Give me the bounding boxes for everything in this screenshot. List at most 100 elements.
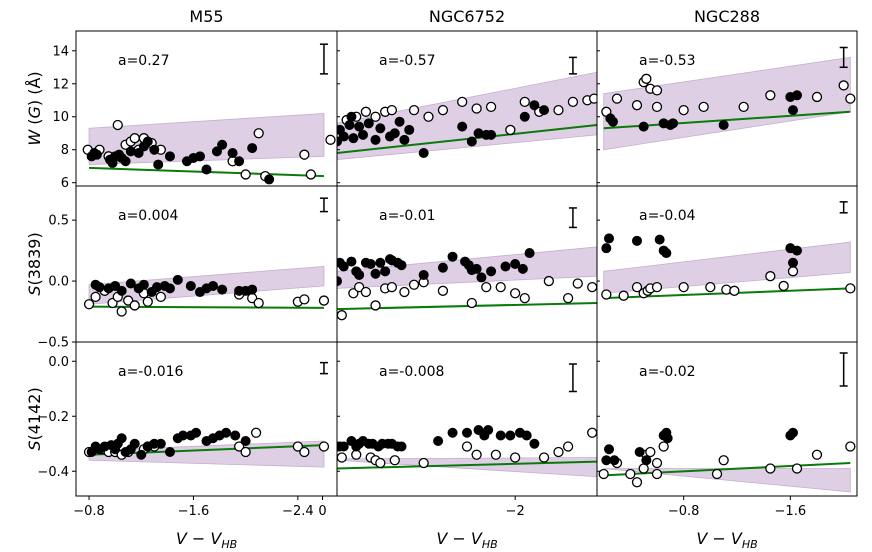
panels-layer [83, 44, 855, 492]
open-point [846, 442, 855, 451]
x-axis-label: V − VHB [176, 529, 237, 551]
open-point [564, 294, 573, 303]
filled-point [496, 431, 505, 440]
open-point [699, 102, 708, 111]
open-point [839, 81, 848, 90]
filled-point [518, 264, 527, 273]
filled-point [130, 439, 139, 448]
filled-point [487, 130, 496, 139]
open-point [506, 125, 515, 134]
open-point [520, 97, 529, 106]
filled-point [92, 150, 101, 159]
filled-point [472, 264, 481, 273]
filled-point [376, 258, 385, 267]
y-axis-label-part: (3839) [25, 232, 44, 285]
open-point [626, 470, 635, 479]
slope-annotation: a=-0.04 [639, 208, 696, 224]
y-tick-label: 10 [52, 110, 69, 125]
filled-point [525, 249, 534, 258]
filled-point [419, 270, 428, 279]
filled-point [117, 286, 126, 295]
column-title: M55 [189, 7, 223, 26]
open-point [653, 283, 662, 292]
open-point [633, 101, 642, 110]
y-axis-label-part: S [25, 286, 44, 296]
filled-point [95, 283, 104, 292]
filled-point [655, 235, 664, 244]
filled-point [602, 244, 611, 253]
filled-point [195, 152, 204, 161]
open-point [85, 300, 94, 309]
open-point [361, 107, 370, 116]
filled-point [364, 119, 373, 128]
x-axis-label-main: V − V [696, 529, 743, 548]
open-point [619, 291, 628, 300]
filled-point [265, 175, 274, 184]
filled-point [789, 106, 798, 115]
filled-point [419, 149, 428, 158]
open-point [337, 453, 346, 462]
filled-point [137, 450, 146, 459]
open-point [472, 104, 481, 113]
open-point [400, 288, 409, 297]
y-axis-label-part: G [25, 106, 44, 118]
y-axis-label-part: (4142) [25, 387, 44, 440]
open-point [659, 442, 668, 451]
panel-1-1 [333, 208, 598, 320]
open-point [300, 295, 309, 304]
open-point [653, 470, 662, 479]
open-point [554, 106, 563, 115]
open-point [613, 94, 622, 103]
slope-annotation: a=-0.02 [639, 364, 696, 380]
open-point [371, 301, 380, 310]
open-point [438, 286, 447, 295]
filled-point [371, 269, 380, 278]
x-tick-label: −2.4 [282, 504, 314, 519]
filled-point [633, 236, 642, 245]
open-point [588, 283, 597, 292]
filled-point [501, 262, 510, 271]
filled-point [605, 445, 614, 454]
slope-annotation: a=0.27 [118, 53, 169, 69]
filled-point [477, 273, 486, 282]
x-tick-label: −0.8 [668, 504, 700, 519]
column-title: NGC6752 [429, 7, 505, 26]
filled-point [218, 140, 227, 149]
y-tick-label: 6 [61, 176, 69, 191]
y-tick-label: 0.5 [48, 214, 69, 229]
open-point [540, 453, 549, 462]
open-point [573, 279, 582, 288]
filled-point [241, 437, 250, 446]
open-point [639, 464, 648, 473]
filled-point [209, 281, 218, 290]
filled-point [186, 281, 195, 290]
open-point [130, 134, 139, 143]
panel-frame [76, 342, 337, 496]
y-axis-label-part: Å [25, 78, 44, 89]
filled-point [484, 426, 493, 435]
open-point [739, 102, 748, 111]
filled-point [192, 428, 201, 437]
filled-point [165, 284, 174, 293]
open-point [482, 283, 491, 292]
open-point [319, 442, 328, 451]
filled-point [467, 137, 476, 146]
filled-point [165, 448, 174, 457]
filled-point [345, 120, 354, 129]
filled-point [530, 439, 539, 448]
open-point [241, 448, 250, 457]
filled-point [150, 145, 159, 154]
open-point [300, 150, 309, 159]
filled-point [448, 428, 457, 437]
open-point [463, 442, 472, 451]
filled-point [662, 249, 671, 258]
filled-point [154, 160, 163, 169]
filled-point [605, 234, 614, 243]
x-axis-label-sub: HB [221, 538, 237, 551]
filled-point [248, 285, 257, 294]
open-point [319, 296, 328, 305]
open-point [467, 299, 476, 308]
filled-point [347, 112, 356, 121]
x-axis-label: V − VHB [436, 529, 497, 551]
slope-annotation: a=0.004 [118, 208, 178, 224]
